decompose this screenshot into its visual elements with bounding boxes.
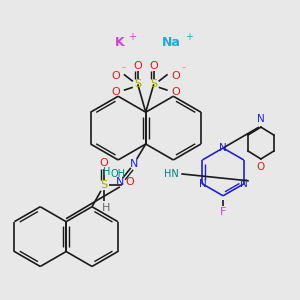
Text: ⁻: ⁻: [182, 64, 186, 73]
Text: N: N: [257, 114, 265, 124]
Text: O: O: [171, 71, 180, 81]
Text: O: O: [171, 87, 180, 97]
Text: N: N: [219, 143, 227, 153]
Text: N: N: [130, 159, 138, 169]
Text: S: S: [150, 79, 157, 89]
Text: O: O: [125, 177, 134, 187]
Text: HN: HN: [164, 169, 179, 179]
Text: S: S: [134, 79, 141, 89]
Text: +: +: [128, 32, 136, 41]
Text: K: K: [115, 36, 125, 49]
Text: S: S: [100, 180, 107, 190]
Text: N: N: [199, 179, 206, 189]
Text: OH: OH: [111, 169, 126, 179]
Text: Na: Na: [162, 36, 181, 49]
Text: O: O: [112, 71, 120, 81]
Text: N: N: [116, 177, 124, 187]
Text: H: H: [102, 203, 110, 213]
Text: O: O: [257, 162, 265, 172]
Text: N: N: [240, 179, 247, 189]
Text: O: O: [149, 61, 158, 71]
Text: O: O: [134, 61, 142, 71]
Text: ⁻: ⁻: [122, 64, 126, 73]
Text: H: H: [103, 167, 110, 177]
Text: +: +: [185, 32, 194, 41]
Text: O: O: [112, 87, 120, 97]
Text: O: O: [100, 158, 108, 168]
Text: F: F: [220, 207, 226, 217]
